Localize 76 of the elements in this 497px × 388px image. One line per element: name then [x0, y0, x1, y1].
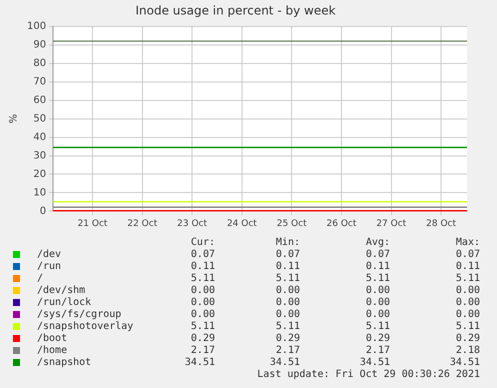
text: 0.00	[454, 309, 480, 321]
chart-title: Inode usage in percent - by week	[135, 3, 336, 18]
text: 5.11	[190, 273, 215, 285]
x-tick-label: 28 Oct	[426, 218, 456, 229]
text: Max:	[454, 237, 480, 249]
legend-label: /home	[37, 345, 68, 357]
text: 0.00	[454, 285, 480, 297]
y-tick-label: 70	[33, 76, 46, 88]
y-tick-label: 20	[33, 168, 46, 180]
text: 0.11	[364, 261, 390, 273]
text: 0.07	[454, 249, 480, 261]
text: 5.11	[454, 273, 480, 285]
text: 5.11	[364, 273, 390, 285]
legend-label: /sys/fs/cgroup	[37, 309, 122, 321]
legend-label: /dev	[37, 249, 62, 261]
y-tick-label: 60	[33, 94, 46, 106]
legend-label: /snapshotoverlay	[37, 321, 134, 333]
text: 5.11	[274, 321, 300, 333]
y-tick-label: 80	[33, 58, 46, 69]
text: 0.29	[364, 333, 390, 345]
text: 0.00	[190, 285, 215, 297]
text: 0.07	[364, 249, 390, 261]
text: Avg:	[364, 237, 390, 249]
text: Cur:	[190, 237, 215, 249]
text: 34.51	[358, 357, 390, 369]
text: 34.51	[184, 357, 215, 369]
legend-label: /run/lock	[37, 297, 92, 309]
x-tick-label: 22 Oct	[127, 218, 158, 229]
text: 2.18	[454, 345, 480, 357]
x-tick-label: 23 Oct	[177, 218, 208, 229]
text: 0.00	[364, 297, 390, 309]
text: 0.29	[274, 333, 300, 345]
y-tick-label: 0	[40, 206, 46, 217]
text: 5.11	[190, 321, 215, 333]
text: 0.29	[190, 333, 215, 345]
text: 0.00	[274, 285, 300, 297]
text: 0.29	[454, 333, 480, 345]
legend-label: /boot	[37, 333, 68, 345]
y-tick-label: 10	[33, 187, 46, 198]
y-axis-title: %	[8, 114, 20, 124]
legend-label: /dev/shm	[37, 285, 86, 297]
text: 0.07	[190, 249, 215, 261]
legend-label: /snapshot	[37, 357, 92, 369]
text: 0.00	[274, 309, 300, 321]
x-tick-label: 24 Oct	[226, 218, 258, 229]
x-tick-label: 26 Oct	[326, 218, 357, 229]
text: 5.11	[454, 321, 480, 333]
text: 0.00	[454, 297, 480, 309]
text: 0.00	[364, 309, 390, 321]
text: 0.11	[454, 261, 480, 273]
text: 0.00	[364, 285, 390, 297]
x-tick-label: 27 Oct	[376, 218, 407, 229]
text: 34.51	[448, 357, 480, 369]
text: Last update: Fri Oct 29 00:30:26 2021	[257, 369, 480, 381]
text: 5.11	[364, 321, 390, 333]
x-tick-label: 21 Oct	[78, 218, 108, 229]
text: 2.17	[190, 345, 215, 357]
y-tick-label: 50	[33, 113, 46, 124]
y-tick-label: 100	[26, 20, 46, 32]
text: 0.00	[274, 297, 300, 309]
text: Min:	[274, 237, 300, 249]
text: 0.11	[190, 261, 215, 273]
text: 0.00	[190, 309, 215, 321]
y-tick-label: 90	[33, 39, 46, 50]
text: 2.17	[364, 345, 390, 357]
y-tick-label: 30	[33, 150, 46, 162]
text: 0.07	[274, 249, 300, 261]
legend-label: /	[37, 273, 44, 285]
x-tick-label: 25 Oct	[276, 218, 308, 229]
text: 2.17	[274, 345, 300, 357]
text: 0.11	[274, 261, 300, 273]
legend-label: /run	[37, 261, 62, 273]
text: 34.51	[268, 357, 300, 369]
y-tick-label: 40	[33, 132, 46, 143]
text: 5.11	[274, 273, 300, 285]
text: 0.00	[190, 297, 215, 309]
